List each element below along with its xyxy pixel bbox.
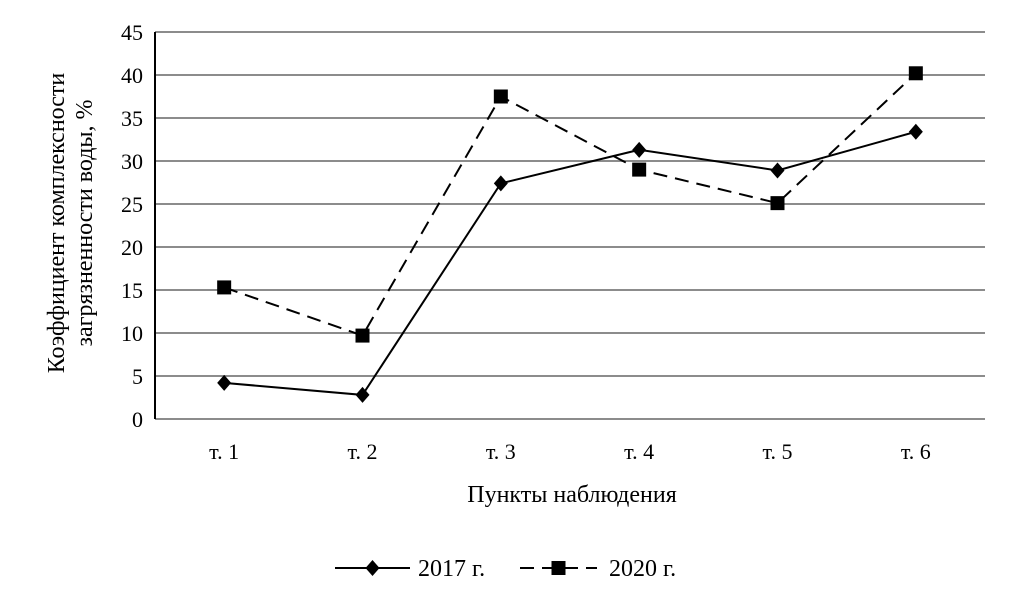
y-tick-label: 35 [121,106,143,131]
y-tick-label: 25 [121,192,143,217]
y-tick-label: 15 [121,278,143,303]
y-tick-label: 40 [121,63,143,88]
x-tick-label: т. 3 [486,439,516,464]
data-point-1-2 [493,89,508,104]
data-point-1-5 [908,66,923,81]
x-tick-label: т. 6 [901,439,931,464]
x-tick-label: т. 1 [209,439,239,464]
data-point-1-3 [632,162,647,177]
data-point-0-1 [355,386,370,403]
x-tick-label: т. 2 [348,439,378,464]
legend-item-1: 2020 г. [520,556,676,582]
y-axis-title-line-2: загрязненности воды, % [72,99,98,346]
data-point-0-3 [632,141,647,158]
series-line-0 [224,130,917,396]
y-tick-label: 30 [121,149,143,174]
y-axis-title-line-1: Коэффициент комплексности [44,73,70,374]
data-point-1-1 [355,328,370,343]
x-tick-label: т. 4 [624,439,654,464]
x-axis-ticks: т. 1 т. 2 т. 3 т. 4 т. 5 т. 6 [209,439,931,464]
series-group [217,66,923,403]
y-tick-label: 20 [121,235,143,260]
y-axis-ticks: 0 5 10 15 20 25 30 35 40 45 [121,20,143,432]
series-line-1 [223,72,917,337]
data-point-1-4 [770,196,785,211]
legend-marker-1 [551,561,566,575]
y-tick-label: 10 [121,321,143,346]
legend: 2017 г. 2020 г. [335,556,676,582]
data-point-1-0 [217,280,232,295]
y-tick-label: 0 [132,407,143,432]
x-axis-title: Пункты наблюдения [467,482,677,508]
series-0 [217,123,923,403]
legend-label-1: 2020 г. [609,556,676,582]
legend-label-0: 2017 г. [418,556,485,582]
legend-item-0: 2017 г. [335,556,485,582]
y-tick-label: 5 [132,364,143,389]
data-point-0-2 [493,175,508,192]
data-point-0-4 [770,162,785,179]
y-tick-label: 45 [121,20,143,45]
gridlines [155,31,985,420]
series-1 [217,66,923,343]
legend-marker-0 [365,560,380,576]
x-tick-label: т. 5 [763,439,793,464]
data-point-0-5 [908,123,923,140]
data-point-0-0 [217,374,232,391]
